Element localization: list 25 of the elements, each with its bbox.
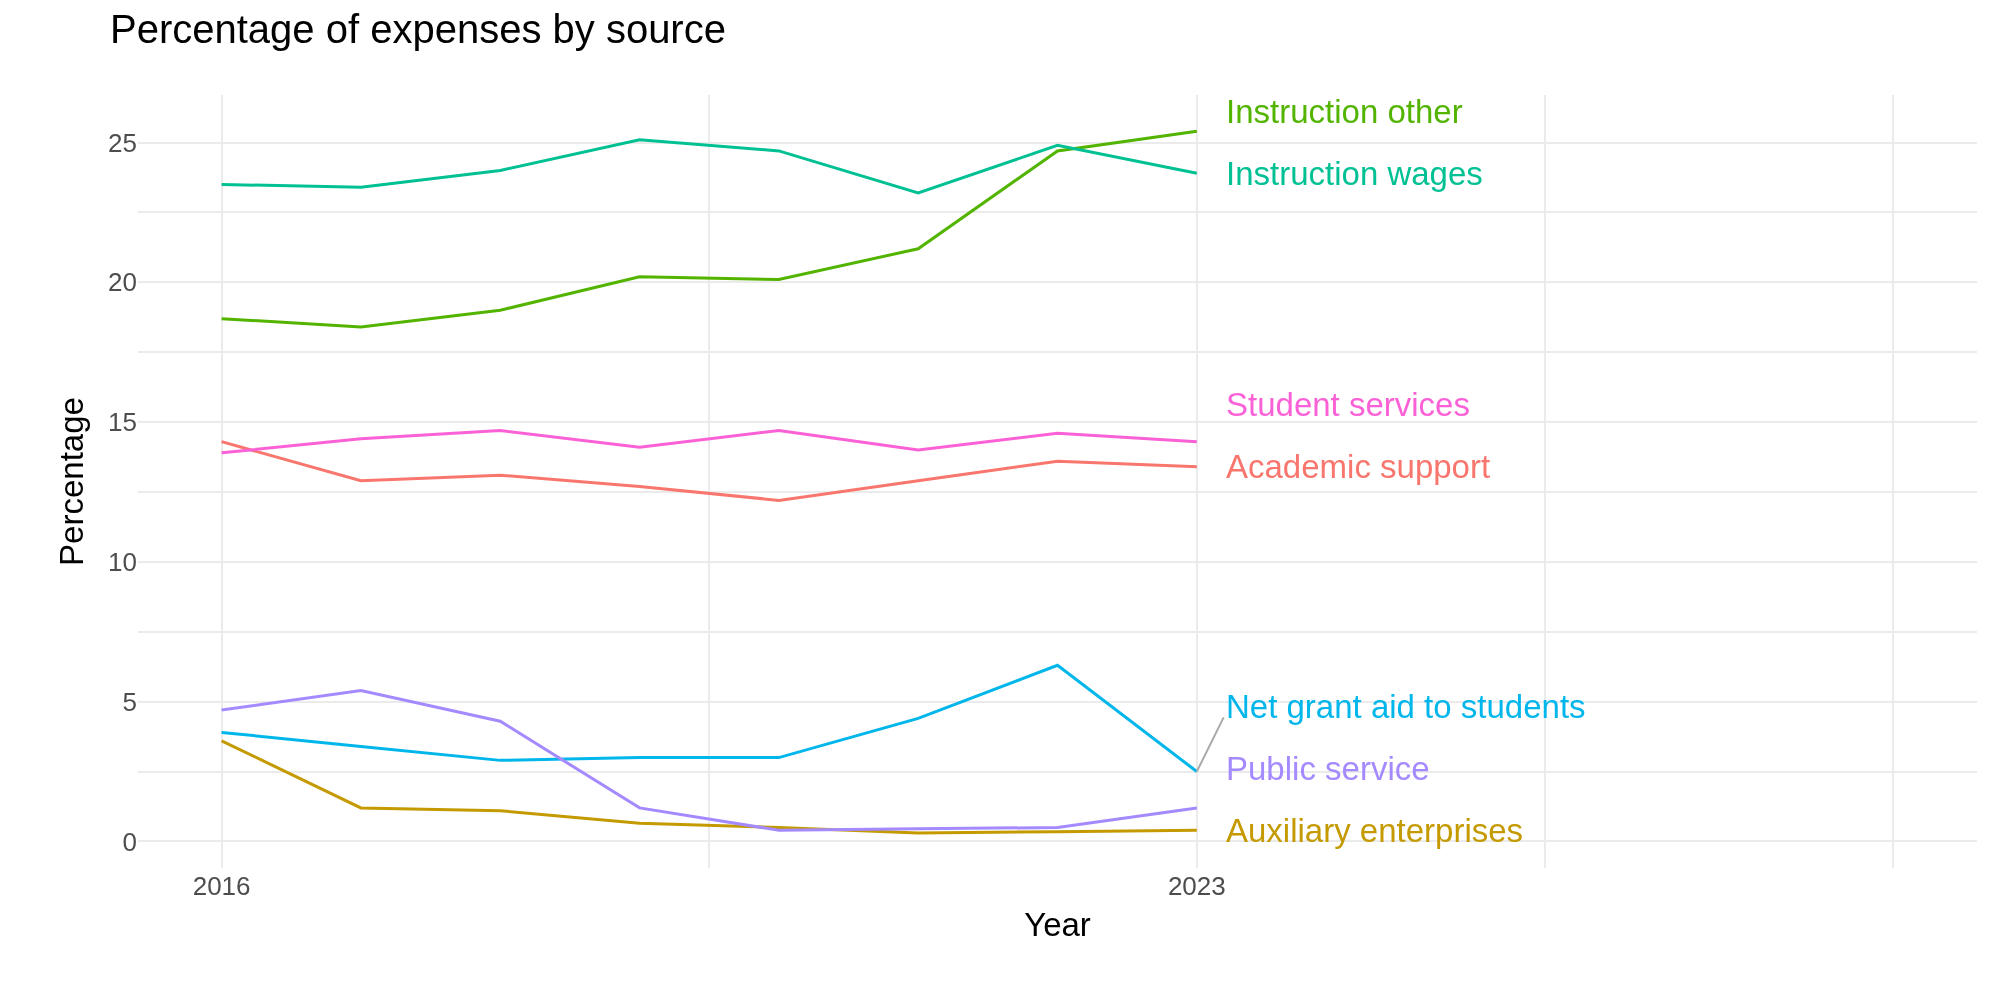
y-tick-label: 5 xyxy=(122,686,137,717)
y-tick-label: 10 xyxy=(108,546,137,577)
series-label: Academic support xyxy=(1226,448,1491,485)
chart-title: Percentage of expenses by source xyxy=(110,7,726,51)
series-label: Net grant aid to students xyxy=(1226,688,1586,725)
line-series xyxy=(220,688,1199,832)
series-label: Instruction wages xyxy=(1226,155,1483,192)
y-tick-label: 20 xyxy=(108,267,137,298)
series-label: Instruction other xyxy=(1226,93,1463,130)
x-tick-label: 2016 xyxy=(192,871,251,901)
y-tick-label: 0 xyxy=(122,826,137,857)
y-tick-label: 25 xyxy=(108,127,137,158)
series-label: Auxiliary enterprises xyxy=(1226,812,1524,849)
series-label: Student services xyxy=(1226,386,1470,423)
x-tick-label: 2023 xyxy=(1167,871,1226,901)
line-series xyxy=(220,428,1199,455)
y-axis-title: Percentage xyxy=(53,397,91,566)
x-axis-title: Year xyxy=(1024,905,1091,943)
line-series xyxy=(220,440,1199,502)
line-series xyxy=(220,138,1199,195)
line-series xyxy=(220,663,1199,774)
series-label: Public service xyxy=(1226,750,1430,787)
line-series xyxy=(220,739,1199,835)
line-series xyxy=(220,129,1199,329)
y-tick-label: 15 xyxy=(108,407,137,438)
